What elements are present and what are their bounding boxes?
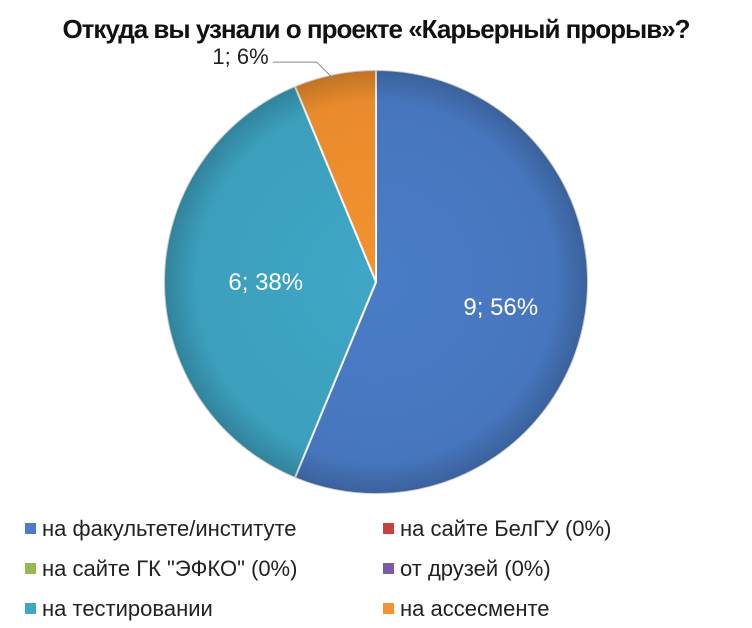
legend-label: на сайте ГК "ЭФКО" (0%) — [42, 556, 298, 581]
legend-swatch — [383, 602, 394, 614]
legend-swatch — [383, 522, 394, 534]
legend-item: на факультете/институте — [25, 516, 297, 542]
data-label: 6; 38% — [228, 269, 303, 296]
legend-item: на сайте БелГУ (0%) — [383, 516, 611, 542]
legend-item: от друзей (0%) — [383, 556, 551, 582]
legend-swatch — [25, 522, 36, 534]
legend-label: на ассесменте — [400, 596, 550, 621]
chart-title: Откуда вы узнали о проекте «Карьерный пр… — [62, 14, 690, 44]
legend-label: на тестировании — [42, 596, 213, 621]
pie-chart: 9; 56% 6; 38% 1; 6% — [163, 44, 589, 495]
leader-line — [272, 61, 335, 81]
legend-swatch — [25, 562, 36, 574]
legend-label: на сайте БелГУ (0%) — [400, 516, 612, 541]
legend-label: от друзей (0%) — [400, 556, 551, 581]
legend-label: на факультете/институте — [42, 516, 297, 541]
legend-swatch — [25, 602, 36, 614]
legend-swatch — [383, 562, 394, 574]
data-label: 9; 56% — [463, 294, 538, 321]
legend-item: на сайте ГК "ЭФКО" (0%) — [25, 556, 297, 582]
legend-item: на ассесменте — [383, 596, 550, 622]
legend-item: на тестировании — [25, 596, 213, 622]
data-label: 1; 6% — [212, 44, 268, 69]
